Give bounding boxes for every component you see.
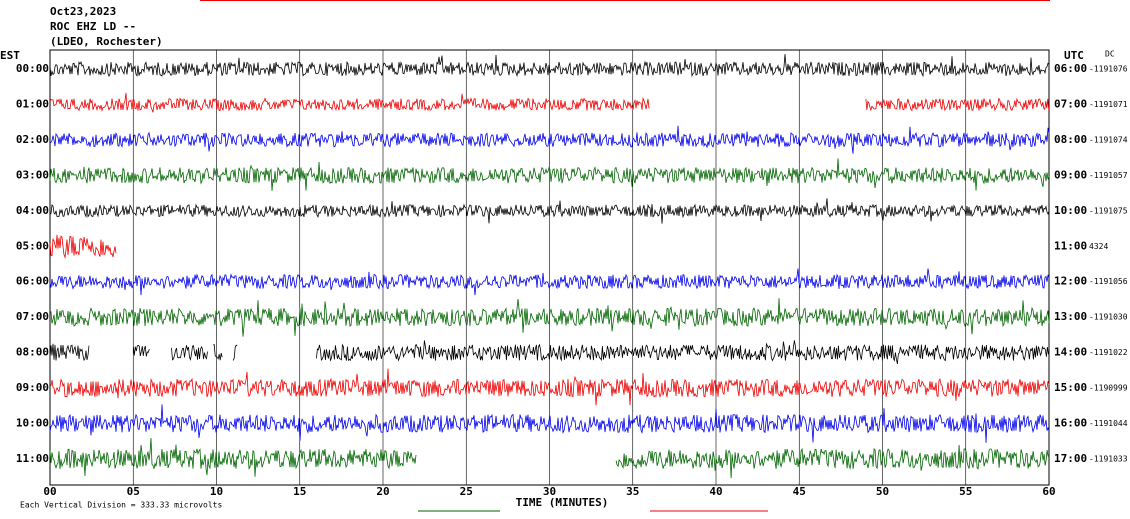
- utc-label: 10:00: [1054, 204, 1087, 217]
- trace: [49, 268, 1050, 296]
- trace: [49, 298, 1050, 337]
- utc-label: 06:00: [1054, 62, 1087, 75]
- trace: [49, 198, 1050, 224]
- est-label: 04:00: [16, 204, 49, 217]
- est-label: 00:00: [16, 62, 49, 75]
- row-value: 4324: [1089, 242, 1108, 251]
- x-tick-label: 60: [1042, 485, 1055, 498]
- right-axis-title: UTC: [1064, 49, 1084, 62]
- row-value: -1191074: [1089, 135, 1128, 144]
- trace: [232, 344, 238, 361]
- x-tick-label: 10: [210, 485, 223, 498]
- trace: [865, 97, 1050, 112]
- header-date: Oct23,2023: [50, 5, 116, 18]
- est-label: 05:00: [16, 239, 49, 252]
- header-station: ROC EHZ LD --: [50, 20, 136, 33]
- header-network: (LDEO, Rochester): [50, 35, 163, 48]
- trace: [615, 444, 1049, 479]
- footer: Each Vertical Division = 333.33 microvol…: [20, 501, 222, 510]
- est-label: 10:00: [16, 417, 49, 430]
- x-tick-label: 15: [293, 485, 306, 498]
- utc-label: 17:00: [1054, 452, 1087, 465]
- x-tick-label: 05: [127, 485, 140, 498]
- utc-label: 07:00: [1054, 97, 1087, 110]
- trace: [49, 343, 90, 362]
- x-tick-label: 35: [626, 485, 639, 498]
- row-value: -1191071: [1089, 100, 1128, 109]
- x-tick-label: 30: [543, 485, 556, 498]
- utc-label: 16:00: [1054, 417, 1087, 430]
- x-tick-label: 45: [793, 485, 806, 498]
- right-note: DC: [1105, 50, 1115, 59]
- est-label: 06:00: [16, 275, 49, 288]
- x-tick-label: 20: [376, 485, 389, 498]
- row-value: -1190999: [1089, 384, 1128, 393]
- left-axis-title: EST: [0, 49, 20, 62]
- est-label: 03:00: [16, 168, 49, 181]
- utc-label: 11:00: [1054, 239, 1087, 252]
- traces: [49, 54, 1050, 479]
- trace: [49, 54, 1050, 78]
- row-value: -1191076: [1089, 65, 1128, 74]
- row-value: -1191056: [1089, 277, 1128, 286]
- est-label: 07:00: [16, 310, 49, 323]
- trace: [213, 344, 223, 361]
- x-axis-label: TIME (MINUTES): [516, 496, 609, 509]
- row-value: -1191022: [1089, 348, 1128, 357]
- utc-label: 08:00: [1054, 133, 1087, 146]
- utc-label: 15:00: [1054, 381, 1087, 394]
- x-tick-label: 00: [43, 485, 56, 498]
- row-value: -1191030: [1089, 313, 1128, 322]
- trace: [49, 125, 1050, 154]
- utc-label: 14:00: [1054, 346, 1087, 359]
- est-label: 08:00: [16, 346, 49, 359]
- est-label: 09:00: [16, 381, 49, 394]
- trace: [132, 344, 150, 357]
- x-tick-label: 50: [876, 485, 889, 498]
- utc-label: 12:00: [1054, 275, 1087, 288]
- utc-label: 09:00: [1054, 168, 1087, 181]
- est-label: 02:00: [16, 133, 49, 146]
- row-value: -1191075: [1089, 206, 1128, 215]
- row-value: -1191044: [1089, 419, 1128, 428]
- row-value: -1191057: [1089, 171, 1128, 180]
- est-label: 01:00: [16, 97, 49, 110]
- x-tick-label: 55: [959, 485, 972, 498]
- trace: [49, 234, 117, 259]
- trace: [49, 368, 1050, 406]
- trace: [49, 438, 417, 477]
- trace: [316, 340, 1049, 364]
- est-label: 11:00: [16, 452, 49, 465]
- trace: [49, 404, 1050, 443]
- grid: [132, 50, 967, 485]
- row-value: -1191033: [1089, 454, 1128, 463]
- trace: [171, 345, 208, 361]
- trace: [49, 158, 1050, 191]
- x-tick-label: 25: [460, 485, 473, 498]
- utc-label: 13:00: [1054, 310, 1087, 323]
- trace: [49, 92, 650, 113]
- x-tick-label: 40: [709, 485, 722, 498]
